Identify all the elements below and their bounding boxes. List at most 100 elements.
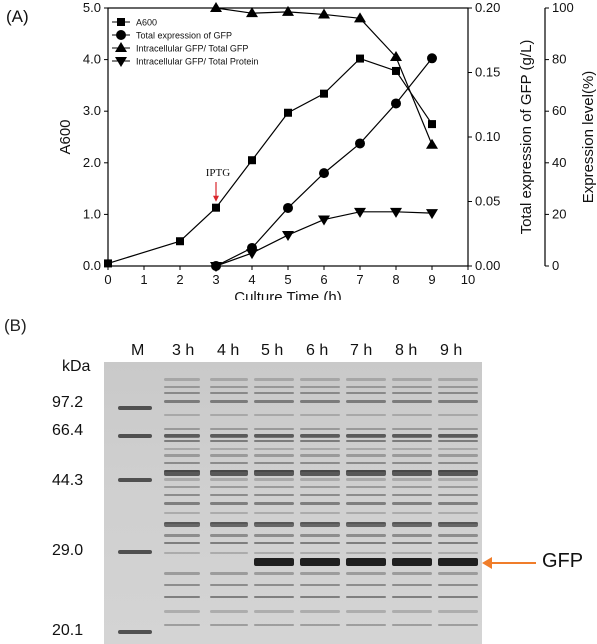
protein-band bbox=[300, 494, 340, 496]
lane-label-9h: 9 h bbox=[440, 342, 463, 359]
legend-marker-2 bbox=[115, 42, 127, 52]
protein-band bbox=[164, 378, 200, 381]
protein-band bbox=[164, 386, 200, 388]
protein-band bbox=[210, 522, 248, 527]
protein-band bbox=[254, 542, 294, 544]
protein-band bbox=[254, 462, 294, 464]
protein-band bbox=[346, 400, 386, 403]
marker-97-2: 97.2 bbox=[52, 394, 84, 411]
series-2-point-2 bbox=[282, 5, 294, 16]
protein-band bbox=[164, 392, 200, 394]
panel-b-label: (B) bbox=[4, 316, 27, 335]
protein-band bbox=[164, 552, 200, 554]
series-0-point-6 bbox=[356, 54, 364, 63]
x-tick-label: 2 bbox=[176, 272, 183, 287]
x-tick-label: 0 bbox=[104, 272, 111, 287]
protein-band bbox=[210, 494, 248, 496]
protein-band bbox=[300, 454, 340, 457]
series-3-point-0 bbox=[210, 262, 222, 272]
y-right1-axis-label: Total expression of GFP (g/L) bbox=[518, 40, 535, 235]
protein-band bbox=[392, 386, 432, 388]
protein-band bbox=[254, 596, 294, 598]
protein-band bbox=[392, 494, 432, 496]
protein-band bbox=[392, 502, 432, 505]
series-0-point-8 bbox=[428, 120, 436, 129]
protein-band bbox=[346, 454, 386, 457]
protein-band bbox=[346, 522, 386, 527]
protein-band bbox=[254, 440, 294, 442]
protein-band bbox=[346, 572, 386, 575]
protein-band bbox=[346, 512, 386, 514]
series-3-point-1 bbox=[246, 249, 258, 260]
protein-band bbox=[346, 428, 386, 430]
protein-band bbox=[346, 610, 386, 613]
protein-band bbox=[164, 572, 200, 575]
iptg-annotation: IPTG bbox=[206, 167, 231, 179]
x-tick-label: 6 bbox=[320, 272, 327, 287]
protein-band bbox=[210, 392, 248, 394]
protein-band bbox=[300, 584, 340, 586]
protein-band bbox=[392, 596, 432, 598]
protein-band bbox=[300, 392, 340, 394]
protein-band bbox=[300, 522, 340, 527]
protein-band bbox=[438, 378, 478, 381]
protein-band bbox=[392, 542, 432, 544]
lane-label-5h: 5 h bbox=[261, 342, 284, 359]
legend-label-1: Total expression of GFP bbox=[136, 31, 232, 41]
protein-band bbox=[438, 534, 478, 537]
sds-page-panel: (B) kDa M 3 h 4 h 5 h 6 h 7 h 8 h 9 h 97… bbox=[0, 300, 597, 644]
protein-band bbox=[210, 502, 248, 505]
protein-band bbox=[346, 478, 386, 481]
protein-band bbox=[254, 470, 294, 476]
protein-band bbox=[254, 378, 294, 381]
lane-label-3h: 3 h bbox=[172, 342, 195, 359]
marker-band bbox=[118, 478, 152, 482]
protein-band bbox=[438, 462, 478, 464]
protein-band bbox=[254, 414, 294, 416]
protein-band bbox=[346, 392, 386, 394]
protein-band bbox=[210, 378, 248, 381]
protein-band bbox=[210, 440, 248, 442]
legend-marker-0 bbox=[117, 18, 125, 26]
series-0-point-3 bbox=[248, 156, 256, 165]
protein-band bbox=[164, 400, 200, 403]
series-1-point-3 bbox=[319, 168, 329, 179]
y-left-tick-label: 4.0 bbox=[83, 52, 101, 67]
protein-band bbox=[210, 454, 248, 457]
protein-band bbox=[210, 624, 248, 626]
protein-band bbox=[254, 502, 294, 505]
protein-band bbox=[210, 386, 248, 388]
series-3-point-4 bbox=[354, 207, 366, 218]
protein-band bbox=[438, 428, 478, 430]
x-axis-label: Culture Time (h) bbox=[234, 289, 342, 300]
protein-band bbox=[210, 512, 248, 514]
series-3-point-6 bbox=[426, 209, 438, 220]
protein-band bbox=[210, 610, 248, 613]
protein-band bbox=[438, 572, 478, 575]
protein-band bbox=[164, 584, 200, 586]
protein-band bbox=[438, 392, 478, 394]
series-0-point-7 bbox=[392, 66, 400, 75]
y-right2-tick-label: 80 bbox=[552, 52, 566, 67]
protein-band bbox=[300, 552, 340, 554]
protein-band bbox=[300, 596, 340, 598]
protein-band bbox=[210, 542, 248, 544]
protein-band bbox=[164, 522, 200, 527]
y-right2-tick-label: 20 bbox=[552, 206, 566, 221]
protein-band bbox=[438, 400, 478, 403]
protein-band bbox=[210, 448, 248, 450]
sample-lane bbox=[392, 362, 432, 644]
protein-band bbox=[254, 552, 294, 554]
protein-band bbox=[254, 512, 294, 514]
legend-marker-1 bbox=[116, 30, 126, 40]
protein-band bbox=[438, 440, 478, 442]
protein-band bbox=[346, 378, 386, 381]
marker-29-0: 29.0 bbox=[52, 542, 84, 559]
sample-lane bbox=[346, 362, 386, 644]
protein-band bbox=[300, 512, 340, 514]
protein-band bbox=[300, 470, 340, 476]
protein-band bbox=[392, 428, 432, 430]
series-3-point-5 bbox=[390, 207, 402, 218]
protein-band bbox=[210, 400, 248, 403]
protein-band bbox=[164, 596, 200, 598]
